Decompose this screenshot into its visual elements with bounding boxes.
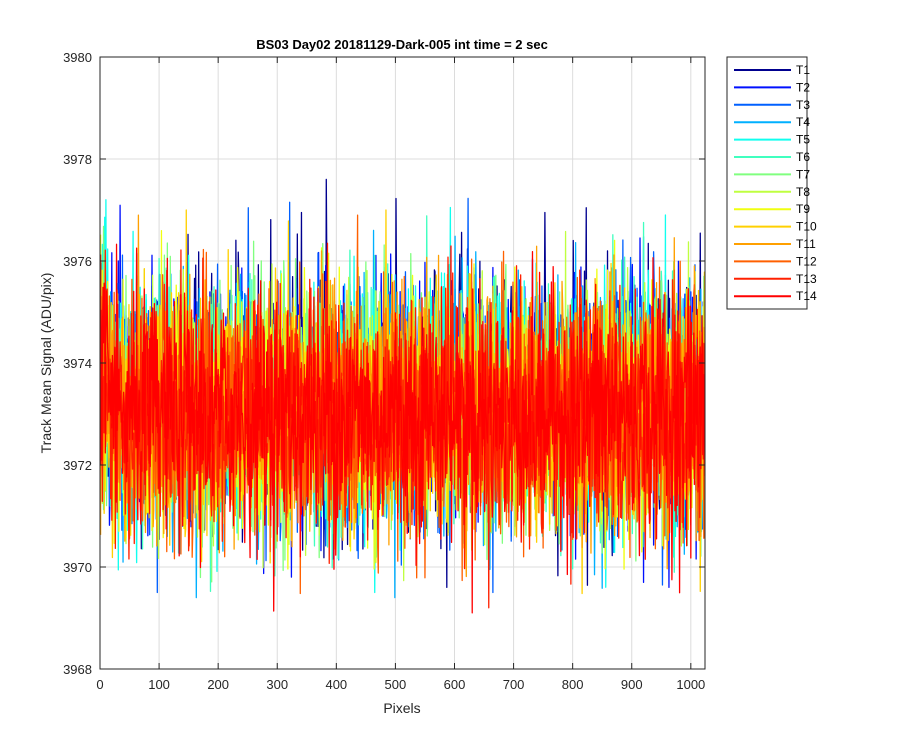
legend-label: T8 xyxy=(796,185,810,199)
legend-label: T7 xyxy=(796,167,810,181)
legend-label: T14 xyxy=(796,289,817,303)
legend-label: T9 xyxy=(796,202,810,216)
x-tick-label: 100 xyxy=(148,677,170,692)
y-tick-label: 3968 xyxy=(63,662,92,677)
legend-entry-t9: T9 xyxy=(734,202,810,216)
legend-box xyxy=(726,56,808,310)
legend-label: T12 xyxy=(796,254,817,268)
x-tick-label: 800 xyxy=(562,677,584,692)
legend-label: T5 xyxy=(796,133,810,147)
y-axis-label: Track Mean Signal (ADU/pix) xyxy=(38,273,54,454)
legend-entry-t14: T14 xyxy=(734,289,817,303)
y-tick-label: 3978 xyxy=(63,152,92,167)
legend-label: T13 xyxy=(796,272,817,286)
legend-entry-t2: T2 xyxy=(734,80,810,94)
legend-entry-t4: T4 xyxy=(734,115,810,129)
legend-entry-t6: T6 xyxy=(734,150,810,164)
legend-entry-t10: T10 xyxy=(734,220,817,234)
x-tick-label: 500 xyxy=(385,677,407,692)
y-tick-label: 3976 xyxy=(63,254,92,269)
y-tick-label: 3972 xyxy=(63,458,92,473)
x-tick-label: 0 xyxy=(96,677,103,692)
axis-ticks: 0 100 200 300 400 500 600 700 800 900 1000 3968 3970… xyxy=(63,50,705,692)
legend-label: T1 xyxy=(796,63,810,77)
x-tick-label: 200 xyxy=(207,677,229,692)
x-tick-label: 400 xyxy=(325,677,347,692)
series-lines xyxy=(100,178,705,614)
x-tick-label: 700 xyxy=(503,677,525,692)
legend-entry-t7: T7 xyxy=(734,167,810,181)
legend-label: T6 xyxy=(796,150,810,164)
legend-label: T4 xyxy=(796,115,810,129)
legend-label: T2 xyxy=(796,80,810,94)
legend: T1 T2 T3 T4 T5 T6 T7 T8 T9 T10 T11 T12 T13 T14 xyxy=(726,56,817,310)
legend-entry-t5: T5 xyxy=(734,133,810,147)
legend-entry-t12: T12 xyxy=(734,254,817,268)
legend-entry-t1: T1 xyxy=(734,63,810,77)
series-line-t14 xyxy=(100,243,705,614)
x-tick-label: 1000 xyxy=(676,677,705,692)
y-tick-label: 3974 xyxy=(63,356,92,371)
plot-area: 0 100 200 300 400 500 600 700 800 900 1000 3968 3970… xyxy=(63,50,706,692)
legend-label: T3 xyxy=(796,98,810,112)
legend-label: T11 xyxy=(796,237,816,251)
legend-entry-t11: T11 xyxy=(734,237,816,251)
legend-entry-t13: T13 xyxy=(734,272,817,286)
legend-entry-t3: T3 xyxy=(734,98,810,112)
legend-entry-t8: T8 xyxy=(734,185,810,199)
chart-title: BS03 Day02 20181129-Dark-005 int time = … xyxy=(256,37,548,52)
x-tick-label: 600 xyxy=(444,677,466,692)
x-tick-label: 300 xyxy=(266,677,288,692)
x-tick-label: 900 xyxy=(621,677,643,692)
y-tick-label: 3970 xyxy=(63,560,92,575)
y-tick-label: 3980 xyxy=(63,50,92,65)
legend-label: T10 xyxy=(796,220,817,234)
x-axis-label: Pixels xyxy=(383,700,420,716)
